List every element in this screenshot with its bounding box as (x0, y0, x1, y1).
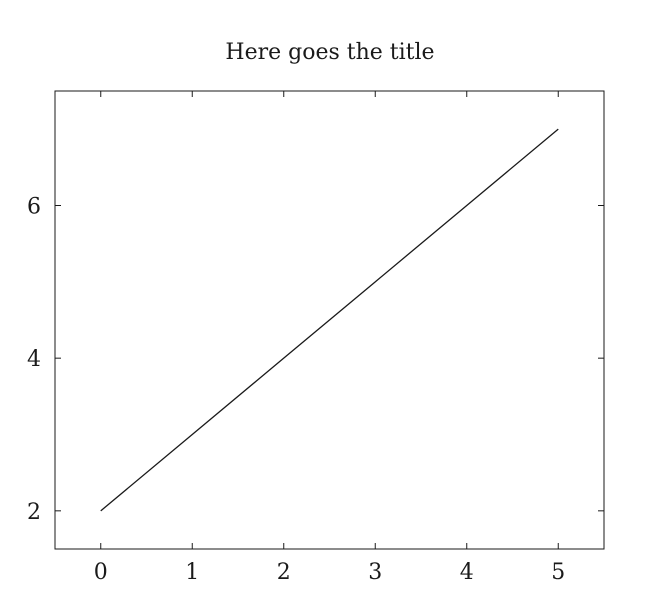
plot-area-frame (54, 90, 605, 550)
x-tick-label: 5 (551, 560, 565, 585)
y-tick-label: 2 (27, 500, 41, 525)
y-tick-label: 4 (27, 347, 41, 372)
series-line-0 (100, 128, 559, 512)
x-tick-label: 4 (460, 560, 474, 585)
axis-ticks: 0 1 2 3 4 5 2 4 6 (27, 91, 604, 585)
y-tick-label: 6 (27, 195, 41, 220)
chart-title: Here goes the title (225, 40, 434, 65)
x-tick-label: 3 (368, 560, 382, 585)
x-tick-label: 2 (277, 560, 291, 585)
x-tick-label: 0 (94, 560, 108, 585)
x-tick-label: 1 (185, 560, 199, 585)
series-layer (100, 128, 559, 512)
